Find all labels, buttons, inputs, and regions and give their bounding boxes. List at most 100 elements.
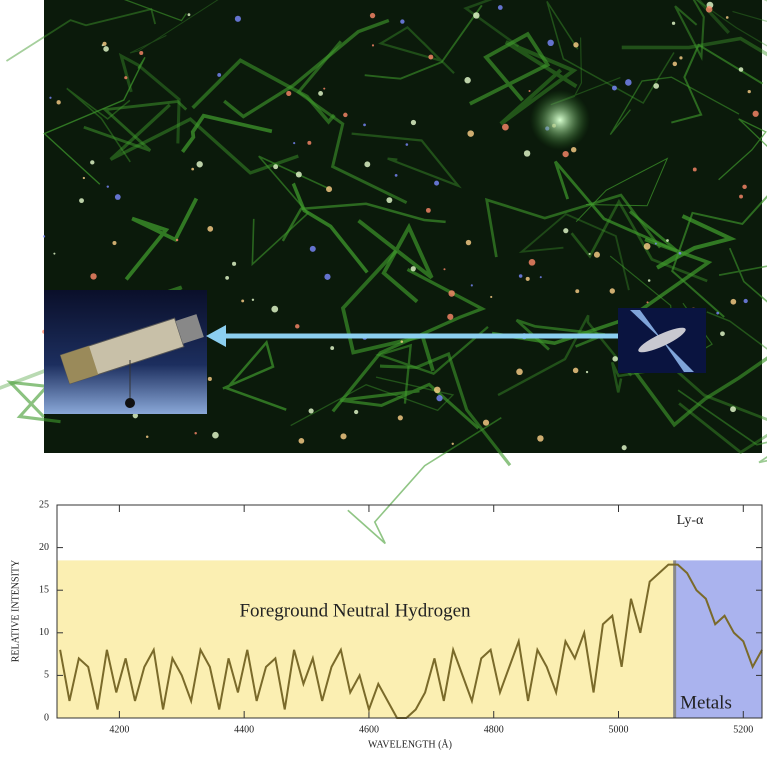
halo: [395, 174, 398, 177]
y-tick-label: 15: [39, 584, 49, 595]
halo: [448, 290, 454, 296]
halo: [400, 19, 404, 23]
y-axis-label: RELATIVE INTENSITY: [10, 560, 21, 662]
halo: [447, 314, 453, 320]
halo: [310, 246, 316, 252]
halo: [90, 160, 94, 164]
halo: [573, 42, 578, 47]
halo: [753, 111, 759, 117]
halo: [573, 368, 579, 374]
halo: [452, 443, 454, 445]
halo: [693, 168, 697, 172]
halo: [295, 324, 299, 328]
halo: [188, 13, 191, 16]
halo: [354, 410, 358, 414]
halo: [400, 340, 403, 343]
halo: [563, 228, 568, 233]
halo: [102, 42, 106, 46]
halo: [744, 299, 748, 303]
halo: [483, 420, 489, 426]
halo: [398, 415, 403, 420]
halo: [655, 243, 657, 245]
y-tick-label: 10: [39, 627, 49, 638]
annotation: Ly-α: [677, 513, 704, 528]
halo: [370, 13, 375, 18]
halo: [526, 277, 530, 281]
halo: [516, 368, 523, 375]
halo: [524, 150, 530, 156]
x-tick-label: 4600: [359, 724, 379, 735]
halo: [502, 124, 509, 131]
x-tick-label: 4800: [484, 724, 504, 735]
halo: [364, 161, 370, 167]
halo: [340, 433, 346, 439]
cluster: [530, 90, 590, 150]
halo: [286, 91, 291, 96]
halo: [363, 124, 366, 127]
x-axis-label: WAVELENGTH (Å): [368, 738, 452, 750]
halo: [406, 143, 409, 146]
halo: [594, 252, 600, 258]
halo: [53, 253, 55, 255]
halo: [428, 55, 433, 60]
halo: [411, 120, 416, 125]
halo: [318, 91, 323, 96]
x-tick-label: 4200: [109, 724, 129, 735]
halo: [646, 301, 648, 303]
halo: [124, 76, 127, 79]
halo: [739, 195, 743, 199]
halo: [612, 86, 617, 91]
halo: [731, 299, 737, 305]
halo: [252, 299, 254, 301]
halo: [467, 130, 474, 137]
halo: [490, 296, 492, 298]
halo: [473, 12, 479, 18]
halo: [326, 186, 332, 192]
halo: [644, 243, 651, 250]
halo: [653, 83, 659, 89]
halo: [309, 408, 314, 413]
halo: [225, 276, 229, 280]
halo: [90, 273, 96, 279]
halo: [529, 90, 531, 92]
halo: [706, 6, 713, 13]
y-tick-label: 0: [44, 712, 49, 723]
halo: [498, 5, 503, 10]
x-tick-label: 4400: [234, 724, 254, 735]
halo: [191, 168, 194, 171]
halo: [83, 177, 85, 179]
halo: [115, 194, 121, 200]
x-tick-label: 5200: [733, 724, 753, 735]
halo: [716, 312, 719, 315]
halo: [241, 299, 244, 302]
halo: [324, 274, 330, 280]
x-tick-label: 5000: [609, 724, 629, 735]
halo: [194, 432, 196, 434]
halo: [586, 371, 588, 373]
halo: [537, 435, 543, 441]
halo: [330, 346, 334, 350]
halo: [679, 56, 682, 59]
halo: [49, 97, 51, 99]
telescope-image: [44, 290, 207, 414]
annotation: Foreground Neutral Hydrogen: [239, 600, 471, 621]
halo: [208, 377, 212, 381]
halo: [146, 435, 149, 438]
halo: [372, 44, 374, 46]
halo: [519, 274, 523, 278]
y-tick-label: 20: [39, 542, 49, 553]
halo: [57, 100, 61, 104]
halo: [176, 239, 179, 242]
halo: [296, 172, 302, 178]
halo: [139, 51, 143, 55]
halo: [426, 208, 431, 213]
halo: [471, 284, 473, 286]
annotation: Metals: [680, 692, 732, 713]
halo: [79, 198, 84, 203]
halo: [625, 79, 632, 86]
halo: [299, 438, 305, 444]
halo: [562, 151, 568, 157]
halo: [212, 432, 219, 439]
halo: [217, 73, 221, 77]
halo: [571, 147, 576, 152]
